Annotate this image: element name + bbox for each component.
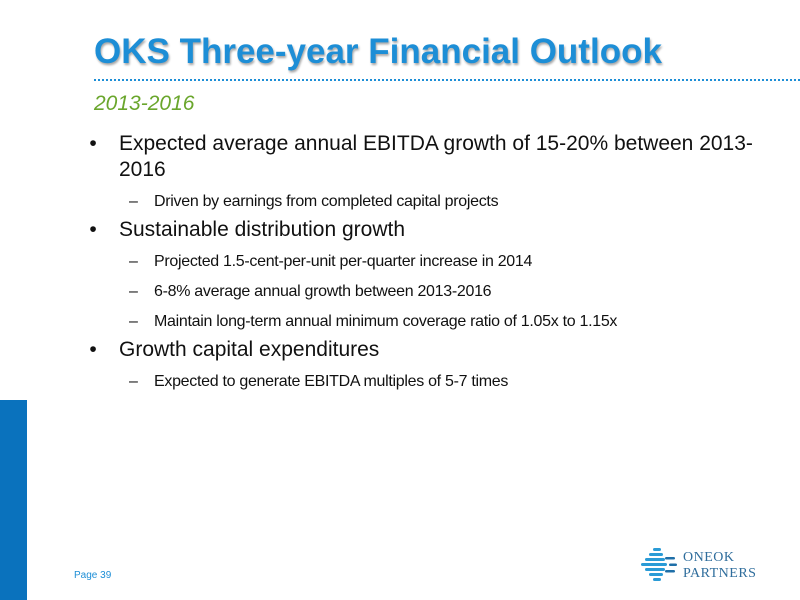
title-divider [94,79,800,81]
bullet-text: Growth capital expenditures [119,338,380,361]
slide-title: OKS Three-year Financial Outlook [94,32,662,71]
sidebar-accent-bar [0,400,27,600]
bullet-icon: • [89,338,97,361]
sub-bullet-text: Projected 1.5-cent-per-unit per-quarter … [154,253,533,270]
sub-bullet-list: – Projected 1.5-cent-per-unit per-quarte… [86,251,766,333]
dash-icon: – [129,253,138,270]
slide-subtitle: 2013-2016 [94,92,195,115]
page-number: Page 39 [74,570,112,581]
sub-bullet-item: – Driven by earnings from completed capi… [86,191,766,213]
sub-bullet-text: Maintain long-term annual minimum covera… [154,313,618,330]
sub-bullet-list: – Driven by earnings from completed capi… [86,191,766,213]
sub-bullet-text: Expected to generate EBITDA multiples of… [154,373,509,390]
sub-bullet-item: – 6-8% average annual growth between 201… [86,281,766,303]
sub-bullet-item: – Projected 1.5-cent-per-unit per-quarte… [86,251,766,273]
bullet-list: • Expected average annual EBITDA growth … [86,131,766,397]
oneok-logo-icon [641,548,677,581]
sub-bullet-text: Driven by earnings from completed capita… [154,193,499,210]
bullet-item: • Growth capital expenditures [86,337,766,363]
bullet-text: Expected average annual EBITDA growth of… [119,132,753,181]
sub-bullet-item: – Expected to generate EBITDA multiples … [86,371,766,393]
bullet-icon: • [89,218,97,241]
dash-icon: – [129,313,138,330]
bullet-icon: • [89,132,97,155]
sub-bullet-list: – Expected to generate EBITDA multiples … [86,371,766,393]
bullet-item: • Expected average annual EBITDA growth … [86,131,766,183]
bullet-item: • Sustainable distribution growth [86,217,766,243]
logo-wordmark-line2: PARTNERS [683,566,757,581]
dash-icon: – [129,283,138,300]
company-logo: ONEOK PARTNERS [639,546,759,586]
logo-wordmark-line1: ONEOK [683,550,735,565]
sub-bullet-item: – Maintain long-term annual minimum cove… [86,311,766,333]
bullet-text: Sustainable distribution growth [119,218,406,241]
dash-icon: – [129,193,138,210]
sub-bullet-text: 6-8% average annual growth between 2013-… [154,283,492,300]
dash-icon: – [129,373,138,390]
